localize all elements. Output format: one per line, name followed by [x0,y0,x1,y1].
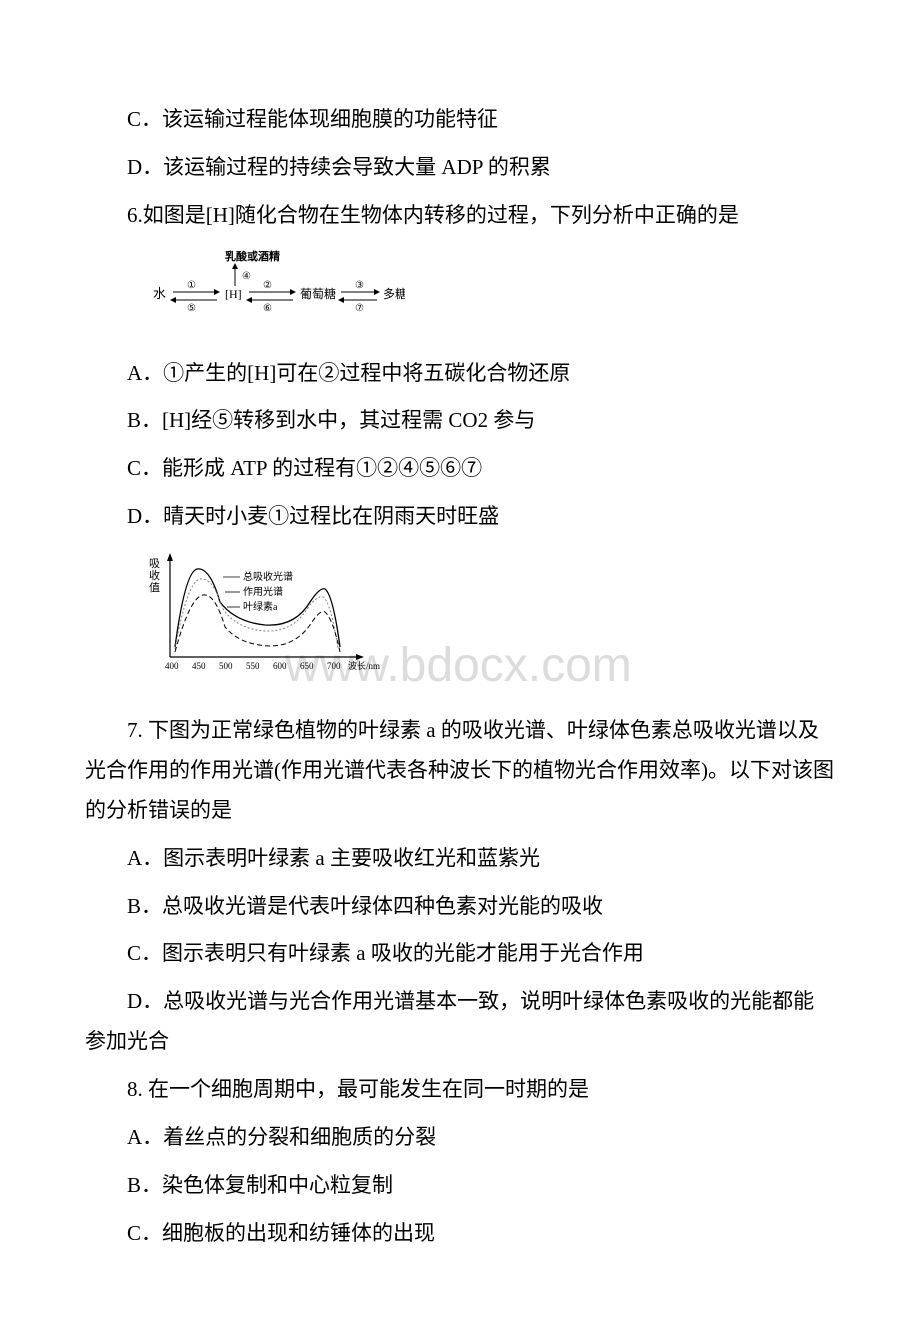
q6-stem-line1: 6.如图是[H]随化合物在生物体内转移的过程，下列分析中正确的是 [85,196,835,236]
q6-diagram-right-mid: 葡萄糖 [300,286,336,301]
q8-option-b: B．染色体复制和中心粒复制 [85,1166,835,1206]
q6-diagram-arrowhead1r [214,289,220,295]
q7-ylabel3: 值 [149,581,160,594]
q6-diagram-arrowhead-up [232,263,238,269]
q6-diagram-circle1: ① [187,280,196,291]
q6-diagram-arrowhead6l [246,297,252,303]
q7-option-d: D．总吸收光谱与光合作用光谱基本一致，说明叶绿体色素吸收的光能都能参加光合 [85,982,835,1062]
q6-diagram-top-label: 乳酸或酒精 [225,249,280,263]
q7-stem: 7. 下图为正常绿色植物的叶绿素 a 的吸收光谱、叶绿体色素总吸收光谱以及光合作… [85,711,835,831]
q8-option-a: A．着丝点的分裂和细胞质的分裂 [85,1118,835,1158]
q8-option-c: C．细胞板的出现和纺锤体的出现 [85,1214,835,1254]
q6-diagram-arrowhead3r [374,289,380,295]
q6-diagram-circle6: ⑥ [263,303,272,314]
q6-diagram-left-label: 水 [153,286,166,301]
q6-diagram-circle4: ④ [242,271,251,282]
q7-xlabel: 波长/nm [348,660,380,671]
q6-option-c: C．能形成 ATP 的过程有①②④⑤⑥⑦ [85,449,835,489]
q7-xtick2: 500 [219,661,233,671]
q7-ylabel1: 吸 [149,558,160,570]
q6-diagram-right-label: 多糖 [383,286,405,301]
q7-xtick6: 700 [327,661,341,671]
q7-ylabel2: 收 [149,568,160,582]
q6-diagram-arrowhead5l [170,297,176,303]
q7-legend2: 作用光谱 [243,585,283,598]
q6-option-a: A．①产生的[H]可在②过程中将五碳化合物还原 [85,354,835,394]
q6-diagram-arrowhead7l [338,297,344,303]
q6-diagram-circle3: ③ [355,280,364,291]
q6-stem-text: 6.如图是[H]随化合物在生物体内转移的过程，下列分析中正确的是 [127,203,739,227]
q7-xtick1: 450 [192,661,206,671]
q6-diagram-arrowhead2r [290,289,296,295]
q7-legend3: 叶绿素a [243,600,278,613]
q6-option-d: D．晴天时小麦①过程比在阴雨天时旺盛 [85,497,835,537]
q7-xaxis-arrow [356,654,364,660]
q7-option-c: C．图示表明只有叶绿素 a 吸收的光能才能用于光合作用 [85,934,835,974]
q7-yaxis-arrow [167,553,173,561]
q7-option-a: A．图示表明叶绿素 a 主要吸收红光和蓝紫光 [85,839,835,879]
q6-option-b: B．[H]经⑤转移到水中，其过程需 CO2 参与 [85,401,835,441]
q6-diagram-circle7: ⑦ [355,303,364,314]
q6-diagram-circle5: ⑤ [187,303,196,314]
q7-option-b: B．总吸收光谱是代表叶绿体四种色素对光能的吸收 [85,887,835,927]
q8-stem: 8. 在一个细胞周期中，最可能发生在同一时期的是 [85,1070,835,1110]
q6-diagram-mid-label: [H] [225,287,242,301]
q7-xtick4: 600 [273,661,287,671]
q7-xtick3: 550 [246,661,260,671]
q5-option-d: D．该运输过程的持续会导致大量 ADP 的积累 [85,148,835,188]
q7-legend1: 总吸收光谱 [243,570,293,583]
q7-xtick5: 650 [300,661,314,671]
q6-diagram-circle2: ② [263,280,272,291]
q5-option-c: C．该运输过程能体现细胞膜的功能特征 [85,100,835,140]
q6-diagram: 乳酸或酒精 ④ 水 ① ⑤ [H] ② ⑥ 葡萄糖 ③ [145,248,835,342]
q7-diagram: 吸 收 值 总吸收光谱 作用光谱 叶绿素a 400 450 500 550 60… [145,547,835,701]
q7-xtick0: 400 [165,661,179,671]
